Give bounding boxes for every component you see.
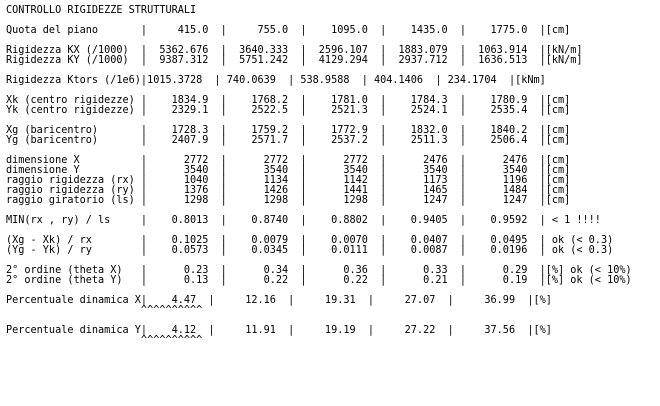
report-line: MIN(rx , ry) / ls | 0.8013 | 0.8740 | 0.… xyxy=(6,215,601,226)
report-line: Rigidezza KY (/1000) | 9387.312 | 5751.2… xyxy=(6,55,583,66)
report-line: Xk (centro rigidezze) | 1834.9 | 1768.2 … xyxy=(6,95,571,106)
report-line: dimensione X | 2772 | 2772 | 2772 | 2476… xyxy=(6,155,571,166)
report-line: Yk (centro rigidezze) | 2329.1 | 2522.5 … xyxy=(6,105,571,116)
report-line: Quota del piano | 415.0 | 755.0 | 1095.0… xyxy=(6,25,571,36)
stiffness-report-text: CONTROLLO RIGIDEZZE STRUTTURALI Quota del… xyxy=(6,5,632,346)
report-line: raggio rigidezza (rx) | 1040 | 1134 | 11… xyxy=(6,175,571,186)
report-line: raggio rigidezza (ry) | 1376 | 1426 | 14… xyxy=(6,185,571,196)
report-line: raggio giratorio (ls) | 1298 | 1298 | 12… xyxy=(6,195,571,206)
report-line: Percentuale dinamica X| 4.47 | 12.16 | 1… xyxy=(6,295,552,306)
report-line: 2° ordine (theta X) | 0.23 | 0.34 | 0.36… xyxy=(6,265,632,276)
report-line: (Xg - Xk) / rx | 0.1025 | 0.0079 | 0.007… xyxy=(6,235,614,246)
report-line: (Yg - Yk) / ry | 0.0573 | 0.0345 | 0.011… xyxy=(6,245,614,256)
report-line: Rigidezza KX (/1000) | 5362.676 | 3640.3… xyxy=(6,45,583,56)
report-line: Xg (baricentro) | 1728.3 | 1759.2 | 1772… xyxy=(6,125,571,136)
report-line: ^^^^^^^^^^ xyxy=(6,305,203,316)
report-line: Percentuale dinamica Y| 4.12 | 11.91 | 1… xyxy=(6,325,552,336)
report-title: CONTROLLO RIGIDEZZE STRUTTURALI xyxy=(6,5,197,16)
report-line: 2° ordine (theta Y) | 0.13 | 0.22 | 0.22… xyxy=(6,275,632,286)
report-line: Yg (baricentro) | 2407.9 | 2571.7 | 2537… xyxy=(6,135,571,146)
report-line: dimensione Y | 3540 | 3540 | 3540 | 3540… xyxy=(6,165,571,176)
report-line: Rigidezza Ktors (/1e6)|1015.3728 | 740.0… xyxy=(6,75,546,86)
report-line: ^^^^^^^^^^ xyxy=(6,335,203,346)
